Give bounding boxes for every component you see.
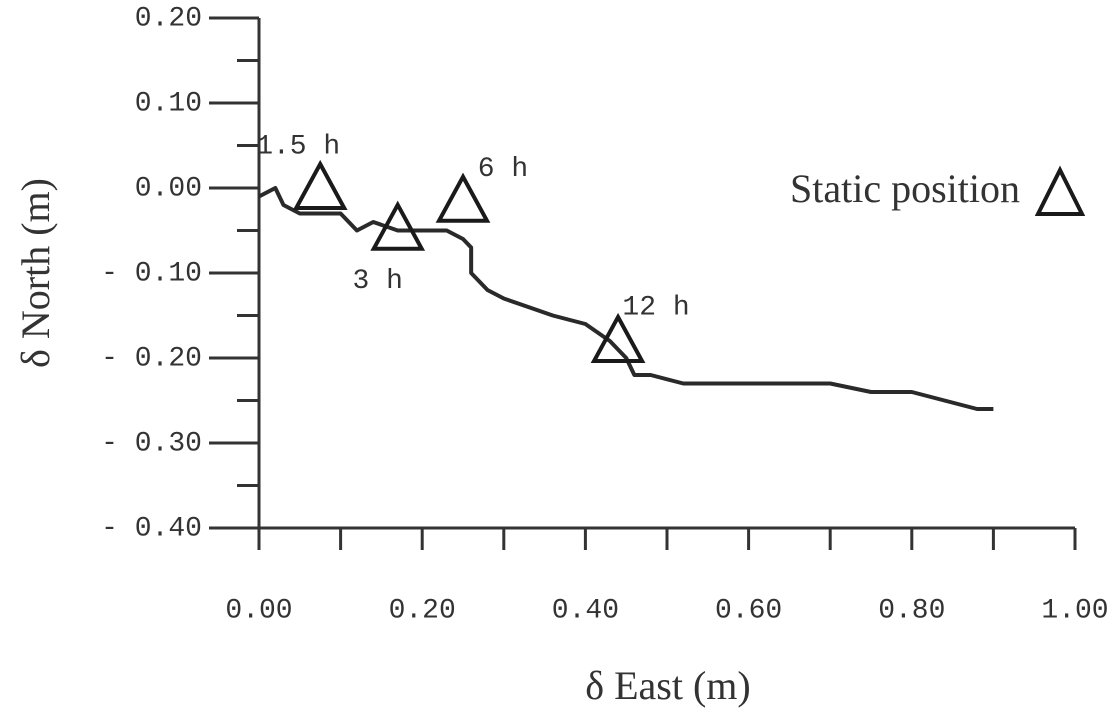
track-line xyxy=(258,186,994,411)
point-label: 1.5 h xyxy=(256,131,340,162)
x-tick-label: 0.00 xyxy=(225,595,292,626)
static-position-marker xyxy=(370,200,426,251)
point-label: 3 h xyxy=(353,266,403,297)
legend-marker xyxy=(1034,165,1086,216)
y-tick-label: 0.00 xyxy=(135,173,202,204)
y-tick-label: 0.10 xyxy=(135,88,202,119)
x-tick-label: 0.60 xyxy=(715,595,782,626)
point-label: 6 h xyxy=(478,154,528,185)
x-tick-label: 0.40 xyxy=(552,595,619,626)
static-position-marker xyxy=(435,172,491,223)
x-tick-label: 1.00 xyxy=(1041,595,1108,626)
x-tick-label: 0.20 xyxy=(389,595,456,626)
static-position-marker xyxy=(590,312,646,363)
point-label: 12 h xyxy=(622,292,689,323)
x-axis-label: δ East (m) xyxy=(585,663,750,708)
y-tick-label: 0.20 xyxy=(135,3,202,34)
y-axis-label: δ North (m) xyxy=(13,178,58,368)
y-tick-label: - 0.30 xyxy=(101,428,202,459)
y-tick-label: - 0.20 xyxy=(101,343,202,374)
y-tick-label: - 0.10 xyxy=(101,258,202,289)
static-position-marker xyxy=(292,159,348,210)
x-tick-label: 0.80 xyxy=(878,595,945,626)
y-tick-label: - 0.40 xyxy=(101,513,202,544)
legend-label: Static position xyxy=(790,166,1020,211)
